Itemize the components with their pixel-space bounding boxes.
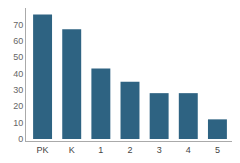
svg-text:20: 20: [13, 101, 23, 111]
svg-text:70: 70: [13, 20, 23, 30]
svg-text:30: 30: [13, 85, 23, 95]
svg-text:5: 5: [215, 145, 220, 155]
svg-text:4: 4: [186, 145, 191, 155]
svg-text:10: 10: [13, 118, 23, 128]
svg-text:K: K: [69, 145, 75, 155]
svg-text:40: 40: [13, 69, 23, 79]
svg-text:1: 1: [98, 145, 103, 155]
svg-text:60: 60: [13, 36, 23, 46]
svg-text:3: 3: [157, 145, 162, 155]
svg-text:2: 2: [127, 145, 132, 155]
svg-text:0: 0: [18, 134, 23, 144]
svg-text:PK: PK: [37, 145, 49, 155]
svg-text:50: 50: [13, 52, 23, 62]
